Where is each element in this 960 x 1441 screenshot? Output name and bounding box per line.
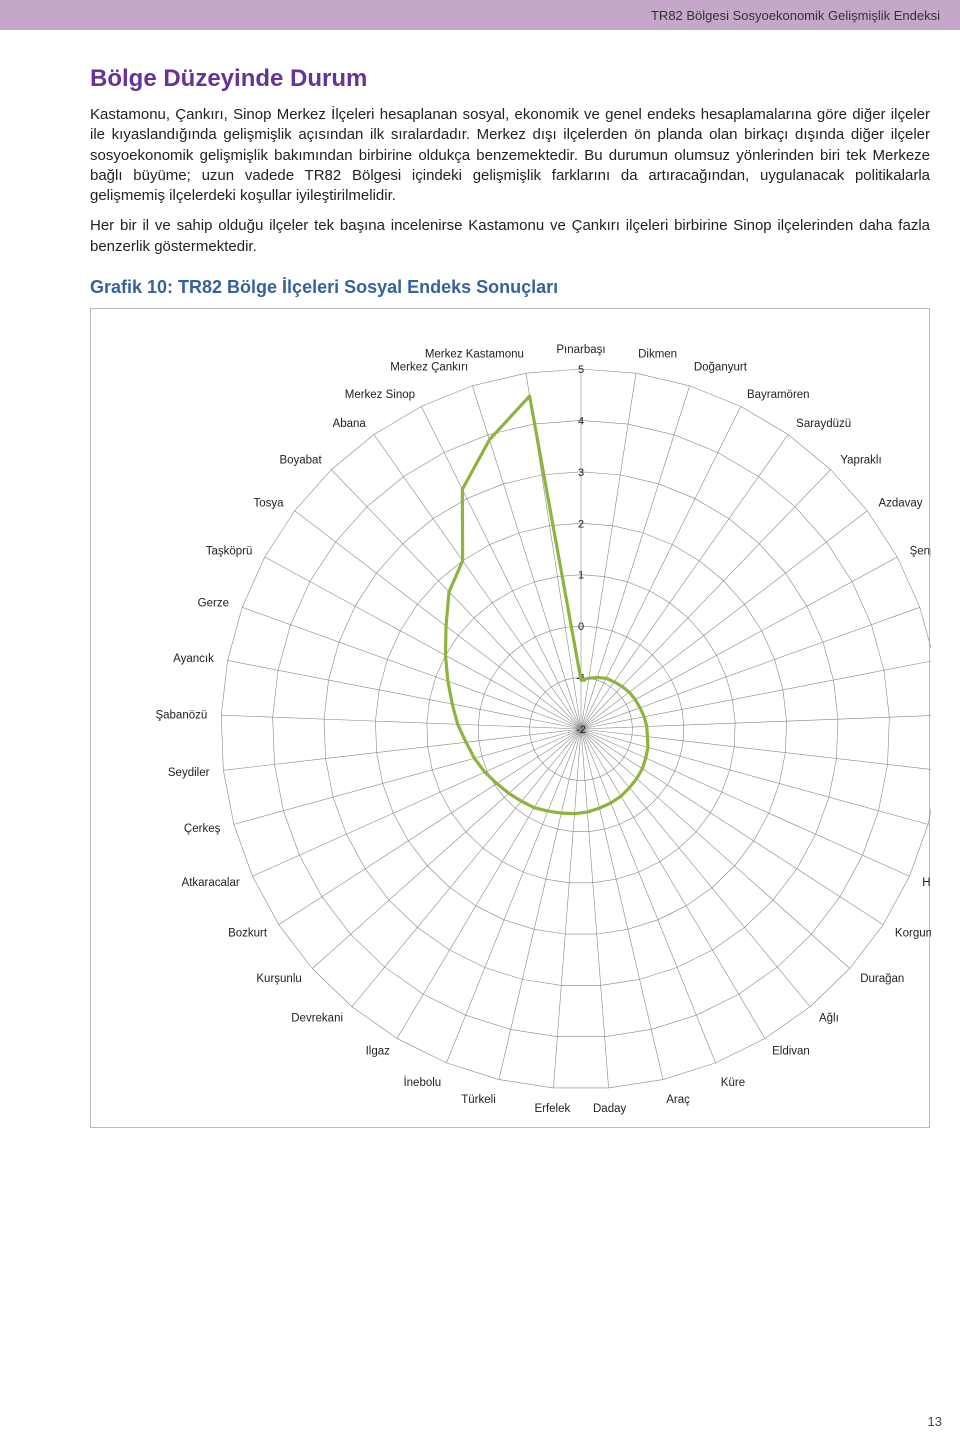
category-label: Kurşunlu [256, 973, 301, 985]
category-label: Saraydüzü [796, 418, 851, 430]
category-label: Bozkurt [228, 927, 268, 939]
radar-chart: -2-1012345PınarbaşıDikmenDoğanyurtBayram… [91, 309, 931, 1129]
page-content: Bölge Düzeyinde Durum Kastamonu, Çankırı… [90, 65, 930, 1128]
category-label: Azdavay [878, 497, 922, 509]
header-title: TR82 Bölgesi Sosyoekonomik Gelişmişlik E… [651, 8, 940, 23]
axis-tick-label: 2 [578, 518, 584, 530]
category-label: Dikmen [638, 348, 677, 360]
chart-title: Grafik 10: TR82 Bölge İlçeleri Sosyal En… [90, 277, 930, 298]
paragraph-1: Kastamonu, Çankırı, Sinop Merkez İlçeler… [90, 105, 930, 206]
category-label: Devrekani [291, 1012, 343, 1024]
category-label: Gerze [198, 597, 229, 609]
category-label: Korgun [895, 927, 931, 939]
category-label: Hanönü [922, 877, 931, 889]
category-label: Durağan [860, 973, 904, 985]
category-label: Taşköprü [206, 545, 253, 557]
category-label: Ayancık [173, 653, 214, 665]
category-label: Eldivan [772, 1045, 810, 1057]
category-label: Türkeli [461, 1094, 496, 1106]
category-label: Abana [333, 418, 367, 430]
category-label: Daday [593, 1103, 626, 1115]
category-label: Merkez Çankırı [390, 361, 468, 373]
category-label: İnebolu [403, 1076, 441, 1089]
axis-tick-label: 3 [578, 467, 584, 479]
category-label: Yapraklı [840, 454, 881, 466]
axis-tick-label: 4 [578, 415, 584, 427]
category-label: Ilgaz [366, 1045, 391, 1057]
axis-tick-label: -2 [576, 724, 586, 736]
category-label: Pınarbaşı [556, 344, 605, 356]
section-title: Bölge Düzeyinde Durum [90, 65, 930, 93]
category-label: Doğanyurt [694, 361, 748, 373]
category-label: Merkez Kastamonu [425, 348, 524, 360]
axis-tick-label: 1 [578, 569, 584, 581]
page-number: 13 [928, 1414, 942, 1429]
axis-tick-label: 0 [578, 621, 584, 633]
category-label: Merkez Sinop [345, 389, 415, 401]
radar-chart-container: -2-1012345PınarbaşıDikmenDoğanyurtBayram… [90, 308, 930, 1128]
category-label: Bayramören [747, 389, 810, 401]
category-label: Araç [666, 1094, 690, 1106]
category-label: Ağlı [819, 1012, 839, 1024]
category-label: Çerkeş [184, 823, 221, 835]
category-label: Atkaracalar [182, 877, 240, 889]
category-label: Şabanözü [155, 709, 207, 721]
category-label: Boyabat [279, 454, 322, 466]
paragraph-2: Her bir il ve sahip olduğu ilçeler tek b… [90, 216, 930, 257]
header-bar: TR82 Bölgesi Sosyoekonomik Gelişmişlik E… [0, 0, 960, 30]
category-label: Şenpazar [910, 545, 931, 557]
category-label: Tosya [254, 497, 285, 509]
axis-tick-label: 5 [578, 364, 584, 376]
category-label: Erfelek [534, 1103, 570, 1115]
category-label: Seydiler [168, 767, 210, 779]
category-label: Küre [721, 1077, 745, 1089]
